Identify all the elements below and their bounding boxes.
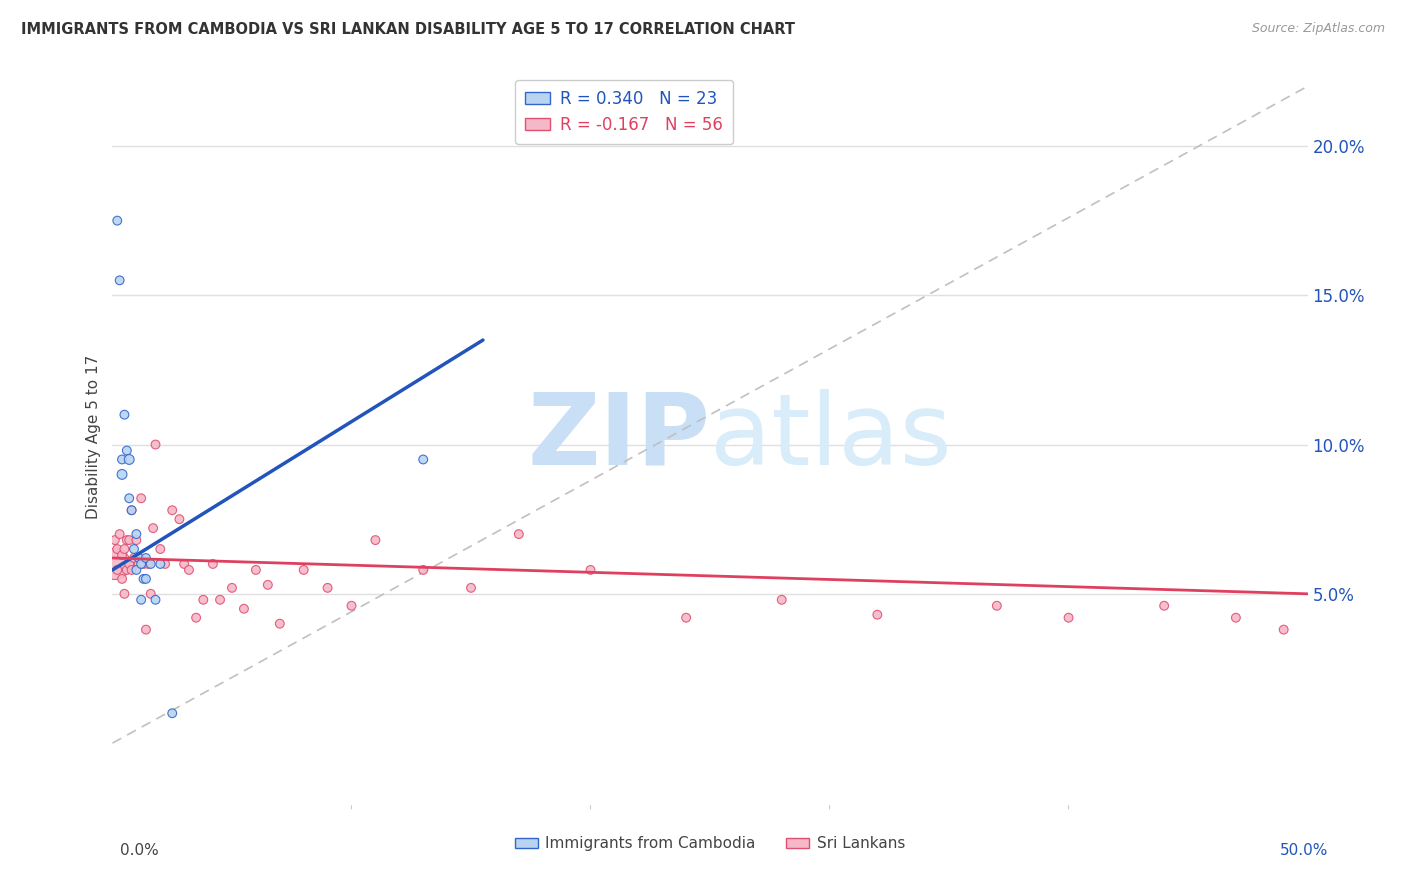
Point bbox=[412, 452, 434, 467]
Text: Source: ZipAtlas.com: Source: ZipAtlas.com bbox=[1251, 22, 1385, 36]
Text: IMMIGRANTS FROM CAMBODIA VS SRI LANKAN DISABILITY AGE 5 TO 17 CORRELATION CHART: IMMIGRANTS FROM CAMBODIA VS SRI LANKAN D… bbox=[21, 22, 794, 37]
Text: 50.0%: 50.0% bbox=[1281, 843, 1329, 858]
Point bbox=[125, 533, 148, 547]
Point bbox=[129, 491, 152, 506]
Point bbox=[118, 557, 141, 571]
Point bbox=[149, 542, 172, 557]
Point bbox=[115, 533, 138, 547]
Point bbox=[162, 503, 183, 517]
Point bbox=[221, 581, 243, 595]
Point bbox=[153, 557, 176, 571]
Point bbox=[193, 592, 215, 607]
Point bbox=[233, 601, 256, 615]
Point bbox=[135, 623, 157, 637]
Point bbox=[145, 592, 167, 607]
Point bbox=[245, 563, 267, 577]
Point bbox=[364, 533, 387, 547]
Point bbox=[177, 563, 200, 577]
Point bbox=[114, 408, 135, 422]
Point bbox=[105, 213, 128, 227]
Legend: Immigrants from Cambodia, Sri Lankans: Immigrants from Cambodia, Sri Lankans bbox=[509, 830, 911, 857]
Point bbox=[128, 557, 150, 571]
Point bbox=[111, 467, 134, 482]
Point bbox=[108, 527, 131, 541]
Point bbox=[121, 503, 143, 517]
Point bbox=[316, 581, 339, 595]
Point bbox=[149, 557, 172, 571]
Point bbox=[257, 578, 280, 592]
Point bbox=[114, 542, 135, 557]
Text: ZIP: ZIP bbox=[527, 389, 710, 485]
Point bbox=[1153, 599, 1175, 613]
Point bbox=[186, 610, 208, 624]
Point bbox=[1057, 610, 1080, 624]
Point bbox=[122, 551, 145, 566]
Point bbox=[508, 527, 530, 541]
Point bbox=[135, 551, 157, 566]
Point bbox=[135, 572, 157, 586]
Point bbox=[209, 592, 232, 607]
Point bbox=[111, 572, 134, 586]
Point bbox=[129, 557, 152, 571]
Text: 0.0%: 0.0% bbox=[120, 843, 159, 858]
Point bbox=[122, 542, 145, 557]
Point bbox=[104, 533, 127, 547]
Point bbox=[121, 563, 143, 577]
Point bbox=[125, 527, 148, 541]
Point bbox=[201, 557, 224, 571]
Point bbox=[139, 557, 162, 571]
Point bbox=[169, 512, 191, 526]
Point bbox=[675, 610, 697, 624]
Point bbox=[132, 557, 155, 571]
Point bbox=[142, 521, 165, 535]
Point bbox=[104, 557, 127, 571]
Point bbox=[139, 587, 162, 601]
Point bbox=[460, 581, 482, 595]
Point bbox=[173, 557, 195, 571]
Point bbox=[121, 503, 143, 517]
Point bbox=[105, 542, 128, 557]
Point bbox=[125, 563, 148, 577]
Point bbox=[129, 592, 152, 607]
Point bbox=[111, 452, 134, 467]
Point bbox=[115, 563, 138, 577]
Point bbox=[132, 572, 155, 586]
Point bbox=[292, 563, 315, 577]
Point bbox=[118, 533, 141, 547]
Point bbox=[340, 599, 363, 613]
Point bbox=[1225, 610, 1247, 624]
Point bbox=[145, 437, 167, 451]
Point bbox=[579, 563, 602, 577]
Point bbox=[770, 592, 793, 607]
Y-axis label: Disability Age 5 to 17: Disability Age 5 to 17 bbox=[86, 355, 101, 519]
Point bbox=[138, 557, 160, 571]
Point bbox=[118, 452, 141, 467]
Point bbox=[412, 563, 434, 577]
Point bbox=[128, 551, 150, 566]
Point bbox=[105, 563, 128, 577]
Point bbox=[118, 491, 141, 506]
Point bbox=[111, 548, 134, 562]
Point bbox=[1272, 623, 1295, 637]
Point bbox=[114, 587, 135, 601]
Point bbox=[986, 599, 1008, 613]
Point bbox=[269, 616, 291, 631]
Text: atlas: atlas bbox=[710, 389, 952, 485]
Point bbox=[115, 443, 138, 458]
Point bbox=[162, 706, 183, 721]
Point bbox=[108, 273, 131, 287]
Point bbox=[866, 607, 889, 622]
